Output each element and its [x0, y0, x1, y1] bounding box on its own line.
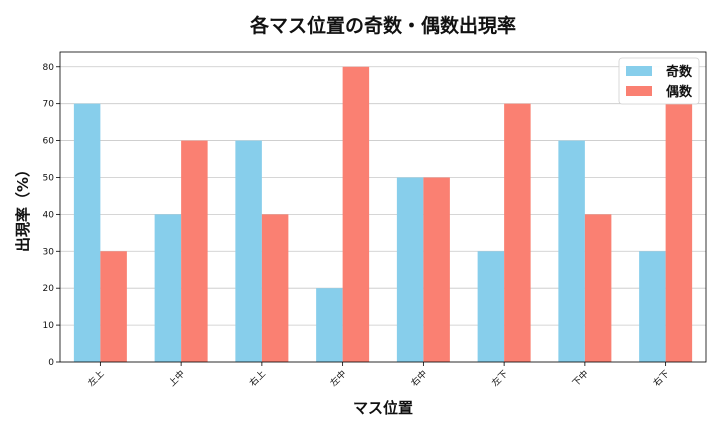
bar-odd-4 — [316, 288, 343, 362]
legend-label-even: 偶数 — [666, 84, 693, 100]
y-tick-label: 10 — [43, 321, 55, 331]
x-tick-label: 右下 — [651, 368, 672, 389]
bar-odd-6 — [477, 251, 505, 362]
x-tick-label: 下中 — [570, 368, 591, 389]
legend-label-odd: 奇数 — [666, 64, 693, 80]
y-tick-label: 30 — [43, 247, 55, 257]
y-tick-label: 20 — [43, 284, 55, 294]
bar-odd-5 — [396, 177, 424, 362]
legend-swatch-even — [626, 86, 652, 96]
x-tick-label: 左中 — [328, 368, 349, 389]
bar-odd-3 — [235, 140, 262, 362]
bar-even-6 — [504, 103, 531, 363]
y-axis-label: 出現率（%） — [14, 162, 32, 252]
x-axis-ticks: 左上 上中 右上 左中 右中 左下 下中 右下 — [85, 362, 672, 389]
bar-even-7 — [584, 214, 612, 362]
y-tick-label: 50 — [43, 173, 55, 183]
x-tick-label: 右中 — [408, 368, 429, 389]
y-tick-label: 40 — [43, 210, 55, 220]
y-tick-label: 80 — [43, 63, 55, 73]
bar-odd-7 — [558, 140, 585, 362]
legend-swatch-odd — [626, 66, 652, 76]
y-tick-label: 70 — [43, 100, 55, 110]
bar-even-4 — [342, 66, 370, 362]
x-axis-label: マス位置 — [353, 399, 413, 417]
y-tick-label: 60 — [43, 137, 55, 147]
bar-odd-1 — [73, 103, 101, 363]
bar-even-3 — [261, 214, 289, 362]
y-tick-label: 0 — [48, 358, 54, 368]
x-tick-label: 上中 — [166, 368, 187, 389]
bars — [73, 66, 693, 363]
x-tick-label: 左下 — [489, 368, 510, 389]
x-tick-label: 左上 — [85, 368, 106, 389]
bar-even-1 — [100, 251, 127, 362]
bar-even-8 — [665, 103, 693, 363]
bar-odd-8 — [639, 251, 666, 362]
chart-title: 各マス位置の奇数・偶数出現率 — [249, 14, 516, 37]
x-tick-label: 右上 — [247, 368, 268, 389]
y-axis-ticks: 0 10 20 30 40 50 60 70 80 — [43, 63, 60, 368]
bar-even-2 — [181, 140, 208, 362]
bar-odd-2 — [154, 214, 182, 362]
plot-frame — [59, 51, 707, 363]
bar-even-5 — [423, 177, 450, 362]
